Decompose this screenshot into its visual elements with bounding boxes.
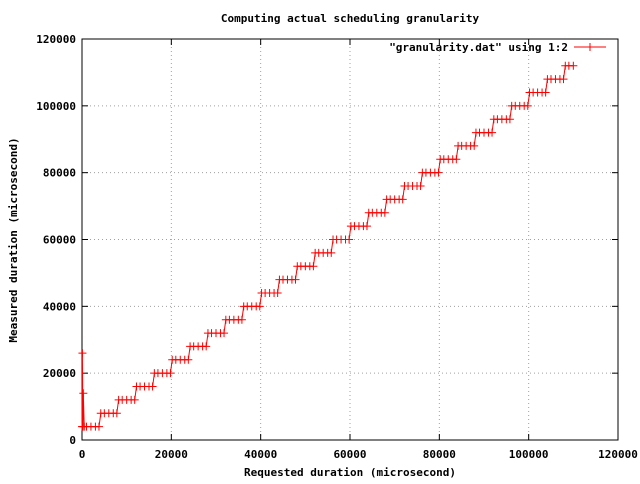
chart-title: Computing actual scheduling granularity: [221, 12, 480, 25]
axis-ticks: 0 20000 40000 60000 80000 100000 120000 0 20000 4…: [36, 33, 638, 461]
data-point: [220, 329, 229, 338]
legend-label: "granularity.dat" using 1:2: [389, 41, 568, 54]
x-tick-label: 20000: [155, 448, 188, 461]
x-tick-label: 40000: [244, 448, 277, 461]
data-point: [416, 182, 425, 191]
series-line: [81, 65, 574, 428]
y-tick-label: 60000: [43, 234, 76, 247]
y-tick-label: 0: [69, 434, 76, 447]
data-point: [79, 389, 88, 398]
x-tick-label: 100000: [509, 448, 549, 461]
data-point: [398, 195, 407, 204]
data-point: [94, 422, 103, 431]
x-tick-label: 0: [79, 448, 86, 461]
data-point: [202, 342, 211, 351]
data-point: [541, 88, 550, 97]
data-point: [112, 409, 121, 418]
data-point: [327, 248, 336, 257]
y-tick-label: 80000: [43, 167, 76, 180]
legend-marker: [586, 43, 594, 51]
data-point: [130, 395, 139, 404]
data-point: [488, 128, 497, 137]
data-point: [523, 101, 532, 110]
legend: "granularity.dat" using 1:2: [389, 41, 606, 54]
data-point: [434, 168, 443, 177]
data-point: [255, 302, 264, 311]
data-series: [78, 61, 578, 431]
y-tick-label: 100000: [36, 100, 76, 113]
data-point: [569, 61, 578, 70]
data-point: [166, 369, 175, 378]
y-tick-label: 20000: [43, 367, 76, 380]
data-point: [362, 222, 371, 231]
data-point: [309, 262, 318, 271]
x-axis-label: Requested duration (microsecond): [244, 466, 456, 479]
y-tick-label: 40000: [43, 300, 76, 313]
data-point: [184, 355, 193, 364]
data-point: [237, 315, 246, 324]
y-axis-label: Measured duration (microsecond): [7, 137, 20, 342]
x-tick-label: 120000: [598, 448, 638, 461]
data-point: [505, 115, 514, 124]
data-point: [78, 349, 87, 358]
y-tick-label: 120000: [36, 33, 76, 46]
data-point: [273, 288, 282, 297]
data-point: [148, 382, 157, 391]
x-tick-label: 60000: [333, 448, 366, 461]
data-point: [291, 275, 300, 284]
data-point: [470, 141, 479, 150]
data-point: [345, 235, 354, 244]
data-point: [380, 208, 389, 217]
x-tick-label: 80000: [423, 448, 456, 461]
data-point: [452, 155, 461, 164]
data-point: [559, 75, 568, 84]
